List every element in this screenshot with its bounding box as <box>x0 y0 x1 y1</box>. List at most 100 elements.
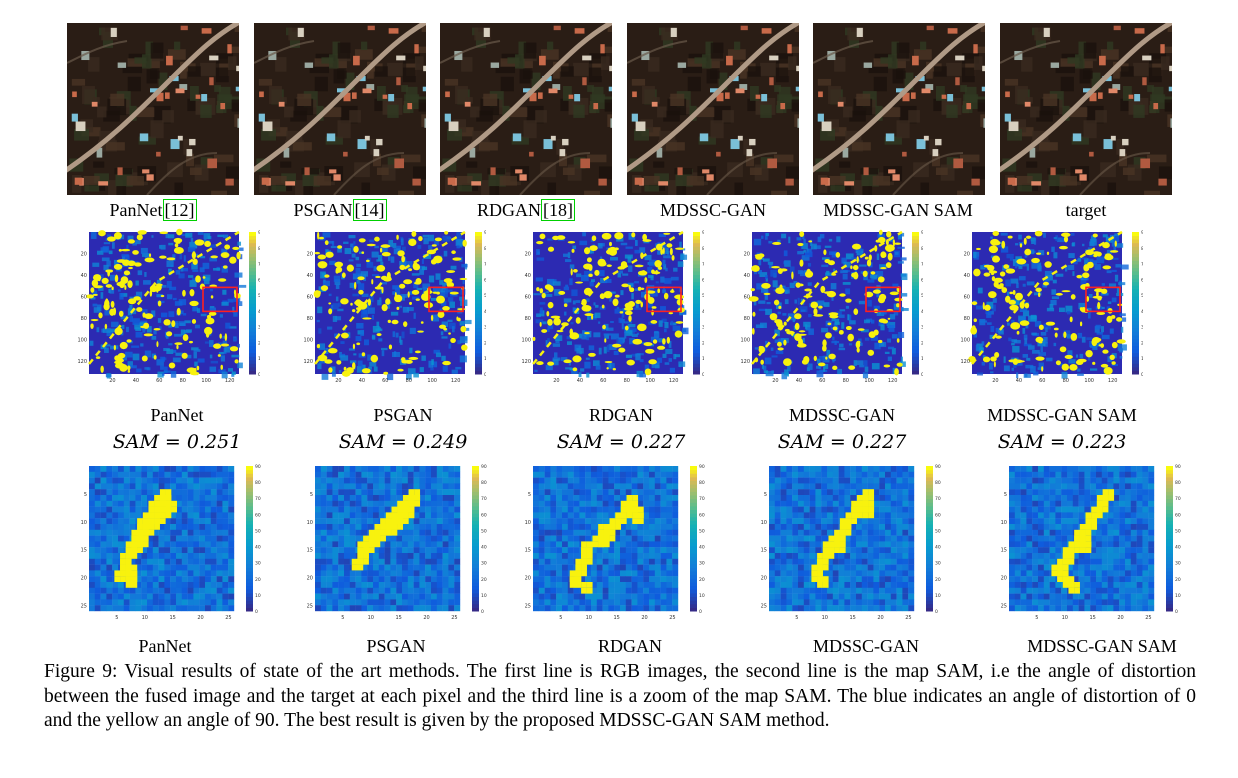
svg-text:40: 40 <box>702 309 704 315</box>
svg-text:60: 60 <box>921 277 923 283</box>
figure-caption: Figure 9: Visual results of state of the… <box>44 661 1196 731</box>
svg-text:80: 80 <box>406 378 412 384</box>
svg-text:5: 5 <box>115 615 118 621</box>
svg-text:0: 0 <box>484 372 486 378</box>
svg-text:0: 0 <box>255 609 258 615</box>
svg-text:50: 50 <box>255 528 261 534</box>
svg-text:20: 20 <box>525 252 531 258</box>
svg-text:40: 40 <box>525 273 531 279</box>
svg-text:30: 30 <box>255 561 261 567</box>
svg-text:40: 40 <box>1141 309 1143 315</box>
svg-text:120: 120 <box>303 359 313 365</box>
svg-text:40: 40 <box>921 309 923 315</box>
svg-text:40: 40 <box>133 378 139 384</box>
rgb-label-rdgan: RDGAN [18] <box>476 199 575 221</box>
zoom-method-label-rdgan: RDGAN <box>597 636 662 656</box>
sam-value-pannet: SAM = 0.251 <box>112 431 242 453</box>
svg-text:80: 80 <box>1141 246 1143 252</box>
svg-text:20: 20 <box>1141 340 1143 346</box>
svg-text:70: 70 <box>255 496 261 502</box>
svg-text:30: 30 <box>702 325 704 331</box>
zoom-method-label-psgan: PSGAN <box>366 636 426 656</box>
svg-text:40: 40 <box>359 378 365 384</box>
svg-text:25: 25 <box>81 603 87 609</box>
svg-text:40: 40 <box>81 273 87 279</box>
svg-text:15: 15 <box>81 548 87 554</box>
sam-method-label-rdgan: RDGAN <box>588 405 653 425</box>
sam-value-rdgan: SAM = 0.227 <box>556 431 686 453</box>
svg-text:0: 0 <box>921 372 923 378</box>
svg-text:100: 100 <box>864 378 874 384</box>
svg-text:15: 15 <box>395 615 401 621</box>
zoom-method-label-mdssc-gan-sam: MDSSC-GAN SAM <box>1027 636 1177 656</box>
svg-text:0: 0 <box>481 609 484 615</box>
svg-text:90: 90 <box>255 464 261 470</box>
rgb-image-mdssc-gan <box>627 23 799 195</box>
zoom-map-pannet: 5 10 15 20 25 5 10 15 20 25 0 10 20 30 40 50 60 70 80 90 <box>75 462 275 622</box>
rgb-image-psgan <box>254 23 426 195</box>
svg-text:10: 10 <box>307 520 313 526</box>
svg-text:80: 80 <box>744 316 750 322</box>
svg-text:10: 10 <box>142 615 148 621</box>
svg-text:100: 100 <box>960 338 970 344</box>
rgb-label-pannet: PanNet [12] <box>109 199 197 221</box>
svg-text:120: 120 <box>740 359 750 365</box>
sam-map-rdgan: 20 40 60 80 100 120 20 40 60 80 100 120 0 10 20 30 40 50 6… <box>519 228 704 386</box>
svg-text:10: 10 <box>258 356 260 362</box>
rgb-label-mdssc-gan: MDSSC-GAN <box>659 200 767 220</box>
sam-value-mdssc-gan-sam: SAM = 0.223 <box>997 431 1127 453</box>
svg-text:60: 60 <box>258 277 260 283</box>
svg-text:100: 100 <box>645 378 655 384</box>
svg-text:100: 100 <box>740 338 750 344</box>
svg-text:20: 20 <box>964 252 970 258</box>
rgb-image-target <box>1000 23 1172 195</box>
sam-value-mdssc-gan: SAM = 0.227 <box>777 431 907 453</box>
svg-text:120: 120 <box>451 378 461 384</box>
svg-text:40: 40 <box>258 309 260 315</box>
svg-text:20: 20 <box>81 576 87 582</box>
sam-method-label-mdssc-gan: MDSSC-GAN <box>788 405 896 425</box>
svg-text:40: 40 <box>577 378 583 384</box>
svg-text:10: 10 <box>702 356 704 362</box>
sam-map-psgan: 20 40 60 80 100 120 20 40 60 80 100 120 0 10 20 30 40 50 6… <box>301 228 486 386</box>
svg-text:100: 100 <box>1084 378 1094 384</box>
svg-text:20: 20 <box>744 252 750 258</box>
svg-text:5: 5 <box>341 615 344 621</box>
sam-method-label-psgan: PSGAN <box>373 405 433 425</box>
svg-text:60: 60 <box>1039 378 1045 384</box>
sam-map-pannet: 20 40 60 80 100 120 20 40 60 80 100 120 0 10 20 30 40 50 6… <box>75 228 260 386</box>
svg-text:120: 120 <box>521 359 531 365</box>
svg-text:40: 40 <box>796 378 802 384</box>
svg-text:25: 25 <box>225 615 231 621</box>
svg-text:5: 5 <box>310 492 313 498</box>
svg-text:15: 15 <box>307 548 313 554</box>
rgb-image-mdssc-gan-sam <box>813 23 985 195</box>
svg-text:90: 90 <box>702 230 704 236</box>
svg-text:70: 70 <box>481 496 487 502</box>
svg-text:120: 120 <box>669 378 679 384</box>
svg-text:10: 10 <box>921 356 923 362</box>
svg-text:90: 90 <box>1141 230 1143 236</box>
svg-text:60: 60 <box>481 512 487 518</box>
svg-text:120: 120 <box>960 359 970 365</box>
svg-text:20: 20 <box>258 340 260 346</box>
svg-text:100: 100 <box>521 338 531 344</box>
svg-text:70: 70 <box>702 262 704 268</box>
svg-text:40: 40 <box>481 545 487 551</box>
rgb-label-mdssc-gan-sam: MDSSC-GAN SAM <box>823 200 973 220</box>
svg-text:60: 60 <box>81 295 87 301</box>
svg-text:40: 40 <box>307 273 313 279</box>
svg-text:30: 30 <box>1141 325 1143 331</box>
svg-text:60: 60 <box>156 378 162 384</box>
svg-text:80: 80 <box>481 480 487 486</box>
svg-text:60: 60 <box>307 295 313 301</box>
svg-text:90: 90 <box>258 230 260 236</box>
zoom-map-mdssc-gan-sam: 5 10 15 20 25 5 10 15 20 25 0 10 20 30 40 50 60 70 80 90 <box>995 462 1195 622</box>
svg-text:10: 10 <box>481 593 487 599</box>
svg-text:60: 60 <box>600 378 606 384</box>
svg-text:80: 80 <box>484 246 486 252</box>
svg-text:10: 10 <box>255 593 261 599</box>
svg-text:70: 70 <box>484 262 486 268</box>
zoom-method-label-pannet: PanNet <box>138 636 192 656</box>
svg-text:20: 20 <box>484 340 486 346</box>
